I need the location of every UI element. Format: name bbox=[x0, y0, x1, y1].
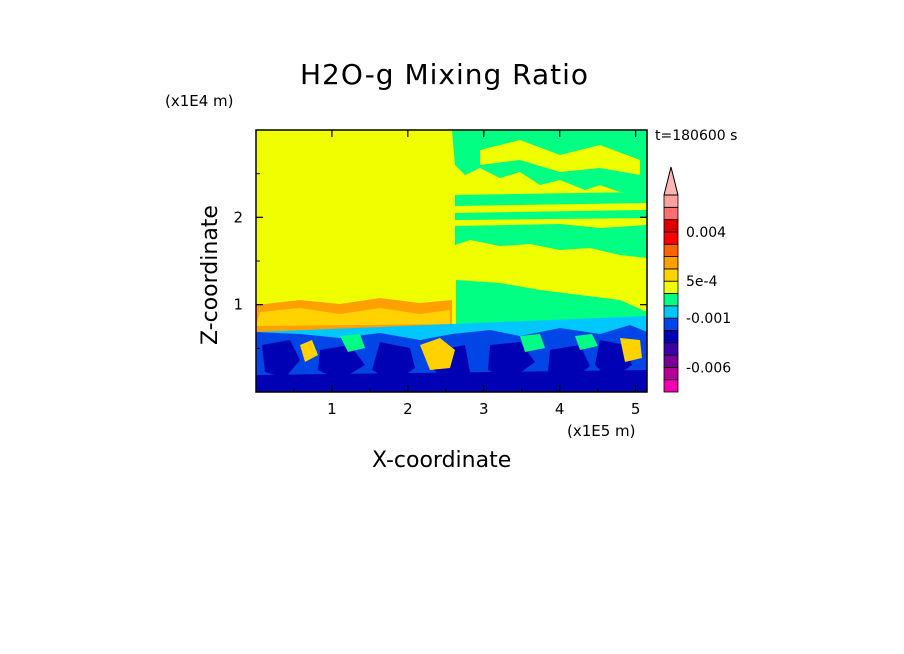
field-orange-eddies bbox=[300, 338, 642, 370]
y-axis-unit: (x1E4 m) bbox=[165, 92, 234, 110]
colorbar-segment bbox=[663, 219, 679, 233]
colorbar-segment bbox=[663, 280, 679, 294]
x-axis-ticks: 1 2 3 4 5 bbox=[293, 130, 641, 418]
colorbar-segment bbox=[663, 194, 679, 208]
y-tick-label: 2 bbox=[233, 208, 243, 226]
x-tick-label: 2 bbox=[403, 400, 413, 418]
colorbar-segment bbox=[663, 379, 679, 393]
colorbar-label: -0.006 bbox=[686, 360, 731, 376]
colorbar-segment bbox=[663, 366, 679, 381]
colorbar: 0.004 5e-4 -0.001 -0.006 bbox=[663, 166, 731, 393]
field-light-orange-layer bbox=[256, 308, 450, 326]
chart-title: H2O-g Mixing Ratio bbox=[300, 58, 590, 91]
colorbar-label: 0.004 bbox=[686, 225, 726, 241]
colorbar-segment bbox=[663, 342, 679, 356]
y-tick-label: 1 bbox=[233, 296, 243, 314]
x-tick-label: 3 bbox=[479, 400, 489, 418]
colorbar-label: 5e-4 bbox=[686, 274, 718, 290]
colorbar-segment bbox=[663, 354, 679, 368]
colorbar-segment bbox=[663, 231, 679, 245]
colorbar-segment bbox=[663, 293, 679, 307]
x-tick-label: 5 bbox=[631, 400, 641, 418]
field-green-eddies bbox=[340, 334, 598, 352]
colorbar-segment bbox=[663, 256, 679, 270]
colorbar-segment bbox=[663, 206, 679, 221]
x-axis-unit: (x1E5 m) bbox=[567, 422, 636, 440]
y-axis-ticks: 12 bbox=[233, 173, 647, 349]
x-tick-label: 4 bbox=[555, 400, 565, 418]
x-axis-label: X-coordinate bbox=[372, 448, 512, 473]
colorbar-segment bbox=[663, 268, 679, 282]
colorbar-segment bbox=[663, 330, 679, 344]
x-tick-label: 1 bbox=[327, 400, 337, 418]
colorbar-label: -0.001 bbox=[686, 311, 731, 327]
timestamp-label: t=180600 s bbox=[655, 128, 738, 144]
colorbar-extend-arrow bbox=[663, 166, 679, 196]
colorbar-segment bbox=[663, 317, 679, 331]
colorbar-segment bbox=[663, 243, 679, 257]
field-yellow-streaks-upper bbox=[470, 140, 647, 290]
plot-area bbox=[255, 129, 648, 393]
colorbar-segment bbox=[663, 305, 679, 319]
